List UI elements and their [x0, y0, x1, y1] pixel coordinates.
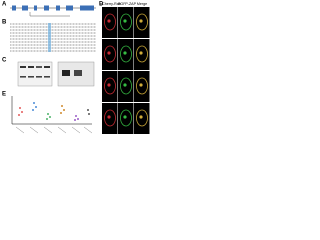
cell-spot [139, 83, 143, 87]
panel-label: A [2, 2, 7, 8]
figure: A B C [0, 0, 150, 136]
cell-spot [107, 19, 111, 23]
cell [120, 77, 132, 95]
cell-spot [123, 19, 127, 23]
panel-label: E [2, 92, 6, 98]
cell [136, 77, 148, 95]
image-panel [102, 7, 118, 38]
image-panel [134, 7, 150, 38]
cell [104, 13, 116, 31]
image-panel [118, 71, 134, 102]
cell-spot [139, 51, 143, 55]
cell [104, 109, 116, 127]
cell [136, 45, 148, 63]
cell [136, 109, 148, 127]
cell [104, 77, 116, 95]
column-header: mCherry-Rab [99, 2, 121, 6]
image-panel [134, 39, 150, 70]
column-header: Merge [137, 2, 147, 6]
cell [104, 45, 116, 63]
gene-diagram [10, 5, 96, 17]
microscopy-grid [102, 7, 150, 134]
dot-plot [11, 96, 93, 134]
image-panel [134, 103, 150, 134]
column-header: EGFP-ZAP [118, 2, 137, 6]
image-panel [102, 103, 118, 134]
image-panel [102, 71, 118, 102]
panel-label: D [99, 2, 104, 8]
cell [120, 13, 132, 31]
cell-spot [139, 115, 143, 119]
cell [120, 109, 132, 127]
cell [120, 45, 132, 63]
western-blot [17, 61, 95, 87]
cell [136, 13, 148, 31]
image-panel [118, 7, 134, 38]
cell-spot [123, 83, 127, 87]
cell-spot [107, 51, 111, 55]
cell-spot [139, 19, 143, 23]
panel-label: C [2, 58, 7, 64]
cell-spot [107, 115, 111, 119]
cell-spot [123, 115, 127, 119]
image-panel [118, 39, 134, 70]
image-panel [102, 39, 118, 70]
cell-spot [123, 51, 127, 55]
panel-label: B [2, 20, 7, 26]
cell-spot [107, 83, 111, 87]
image-panel [118, 103, 134, 134]
image-panel [134, 71, 150, 102]
sequence-alignment [10, 23, 96, 52]
